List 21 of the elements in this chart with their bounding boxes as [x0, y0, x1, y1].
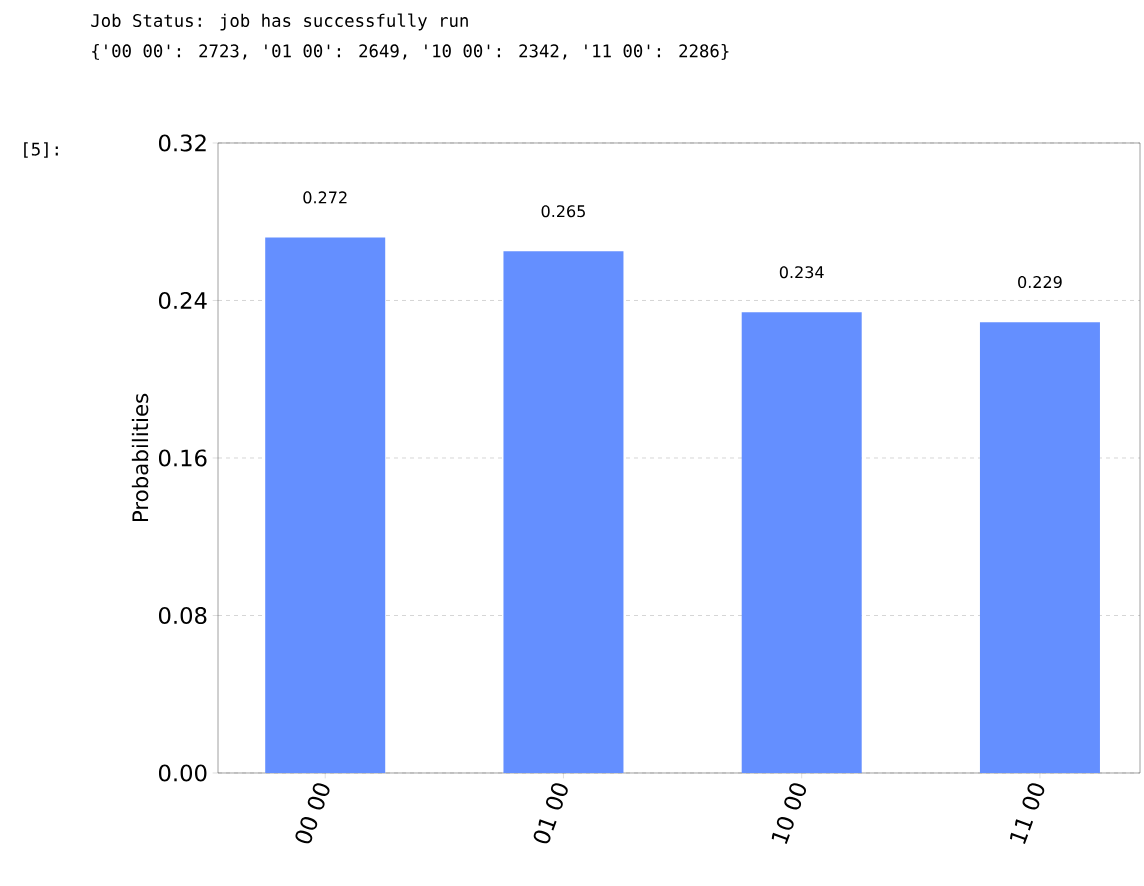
y-tick-label: 0.32: [158, 134, 206, 152]
data-label: 0.234: [779, 266, 824, 279]
x-tick-label: 00 00: [295, 783, 330, 844]
x-tick-label: 11 00: [1009, 783, 1045, 844]
bar: [503, 251, 624, 773]
y-tick-label: 0.00: [158, 764, 207, 782]
data-label: 0.229: [1018, 276, 1062, 289]
x-tick-label: 01 00: [533, 783, 568, 844]
text: {'00 00': 2723, '01 00': 2649, '10 00': 2342, '11 00': 2286}: [92, 43, 729, 60]
y-tick-label: 0.08: [158, 606, 207, 625]
y-axis-title: Probabilities: [131, 393, 149, 522]
text: Job Status: job has successfully run: [91, 13, 468, 31]
data-label: 0.272: [303, 191, 347, 204]
text: [5]:: [24, 142, 58, 158]
x-tick-label: 10 00: [771, 783, 807, 844]
bar: [265, 237, 386, 773]
y-tick-label: 0.16: [158, 449, 207, 467]
data-label: 0.265: [541, 205, 585, 218]
bar: [741, 312, 862, 773]
bar: [979, 322, 1100, 773]
y-tick-label: 0.24: [158, 291, 207, 310]
